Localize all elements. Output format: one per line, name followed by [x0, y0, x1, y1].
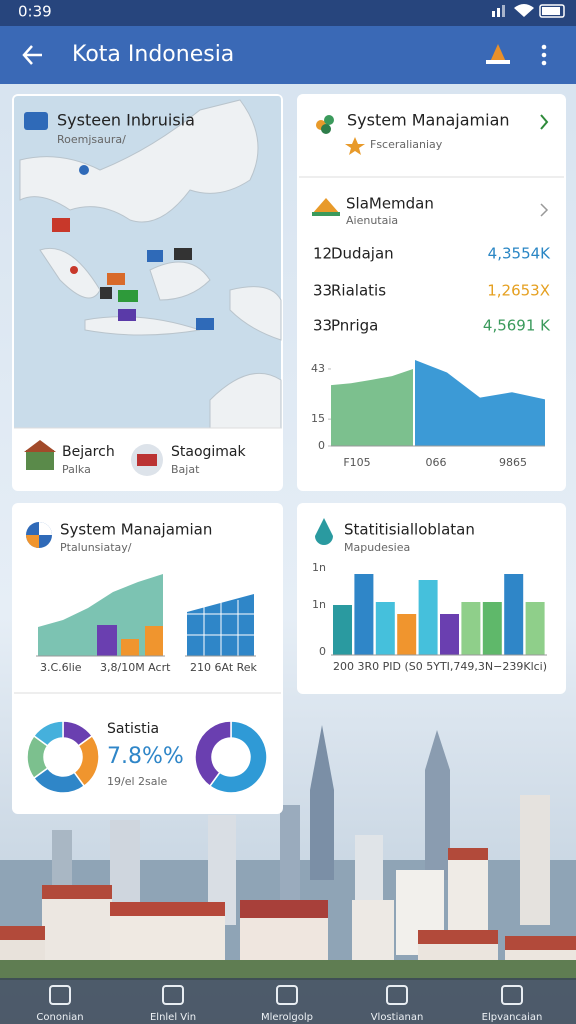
y-tick-label: 43: [311, 362, 325, 375]
trend-title: System Manajamian: [60, 521, 212, 539]
row-label: Rialatis: [331, 282, 386, 300]
trend-icon: [26, 522, 52, 548]
bar: [525, 602, 545, 655]
map-markers: [52, 165, 214, 330]
row-number: 12: [313, 245, 332, 263]
legend-label: Staogimak: [171, 444, 247, 460]
axis-label: 0: [319, 645, 326, 658]
bar: [461, 602, 481, 655]
nav-item[interactable]: Mlerolgolp: [261, 985, 313, 1023]
area: [38, 574, 163, 656]
status-icons: [492, 4, 565, 18]
section-subtitle: Aienutaia: [346, 214, 398, 227]
trend-subtitle: Ptalunsiatay/: [60, 541, 132, 554]
row-number: 33: [313, 317, 332, 335]
map-card-icon: [24, 112, 48, 130]
nav-label: Cononian: [36, 1012, 83, 1023]
x-label: 066: [426, 456, 447, 469]
area: [415, 360, 545, 446]
y-tick-label: 15: [311, 412, 325, 425]
bar: [504, 574, 524, 655]
bar: [440, 614, 459, 655]
bar: [121, 639, 139, 656]
back-button[interactable]: [22, 45, 42, 65]
legend-sub: Palka: [62, 463, 91, 476]
nav-item[interactable]: Elpvancaian: [482, 985, 543, 1023]
donut-segment: [32, 720, 64, 747]
bar: [354, 574, 374, 655]
map-card-title: Systeen Inbruisia: [57, 111, 195, 130]
donut-segment: [194, 720, 232, 788]
summary-title: System Manajamian: [347, 111, 510, 130]
legend-label: Bejarch: [62, 444, 115, 460]
stat-subtitle: 19/el 2sale: [107, 775, 168, 788]
bars-icon: [315, 518, 333, 545]
nav-label: Mlerolgolp: [261, 1012, 313, 1023]
row-label: Dudajan: [331, 245, 394, 263]
bar: [333, 605, 352, 655]
app-title: Kota Indonesia: [72, 42, 234, 67]
logo-icon: [486, 44, 510, 64]
nav-icon: [501, 985, 523, 1005]
bar: [375, 602, 395, 655]
city-skyline: [0, 725, 576, 980]
summary-subtitle: Fsceralianiay: [370, 138, 443, 151]
stat-title: Satistia: [107, 721, 159, 737]
app-bar: [0, 26, 576, 84]
nav-icon: [162, 985, 184, 1005]
x-label: F105: [343, 456, 370, 469]
chevron[interactable]: [540, 114, 549, 130]
status-bar: [0, 0, 576, 26]
map-card-subtitle: Roemjsaura/: [57, 133, 126, 146]
bar: [418, 580, 438, 655]
chart-label: 3,8/10M Acrt: [100, 661, 171, 674]
axis-label: 1n: [312, 561, 326, 574]
row-value: 1,2653X: [487, 282, 550, 300]
bar: [482, 602, 502, 655]
legend-sub: Bajat: [171, 463, 200, 476]
nav-item[interactable]: Cononian: [36, 985, 84, 1023]
bar: [397, 614, 417, 655]
row-value: 4,3554K: [488, 245, 551, 263]
star-icon: [345, 137, 365, 155]
section-title: SlaMemdan: [346, 195, 434, 213]
chevron[interactable]: [540, 203, 549, 217]
y-tick-label: 0: [318, 439, 325, 452]
legend-icon: [24, 440, 56, 470]
x-label: 9865: [499, 456, 527, 469]
stat-value: 7.8%%: [107, 744, 184, 769]
nav-label: Elpvancaian: [482, 1012, 543, 1023]
nav-item[interactable]: Elnlel Vin: [150, 985, 196, 1023]
chart-label: 3.C.6lie: [40, 661, 82, 674]
nav-item[interactable]: Vlostianan: [371, 985, 424, 1023]
nav-label: Vlostianan: [371, 1012, 424, 1023]
menu-button[interactable]: [541, 44, 547, 66]
nav-label: Elnlel Vin: [150, 1012, 196, 1023]
legend-icon: [131, 444, 163, 476]
bars-footer: 200 3R0 PID (S0 5YTI,749,3N−239Klci): [333, 660, 547, 673]
nav-icon: [276, 985, 298, 1005]
nav-icon: [49, 985, 71, 1005]
summary-icon: [316, 115, 334, 134]
bars-title: Statitisialloblatan: [344, 521, 475, 539]
bar: [145, 626, 163, 656]
chart-label: 210 6At Rek: [190, 661, 258, 674]
bar: [97, 625, 117, 656]
row-number: 33: [313, 282, 332, 300]
row-value: 4,5691 K: [483, 317, 551, 335]
axis-label: 1n: [312, 598, 326, 611]
status-time: 0:39: [18, 3, 52, 21]
section-icon: [312, 198, 340, 216]
area: [331, 368, 413, 446]
row-label: Pnriga: [331, 317, 378, 335]
nav-icon: [386, 985, 408, 1005]
donut-segment: [208, 720, 268, 794]
map-land: [19, 99, 282, 429]
bars-subtitle: Mapudesiea: [344, 541, 410, 554]
